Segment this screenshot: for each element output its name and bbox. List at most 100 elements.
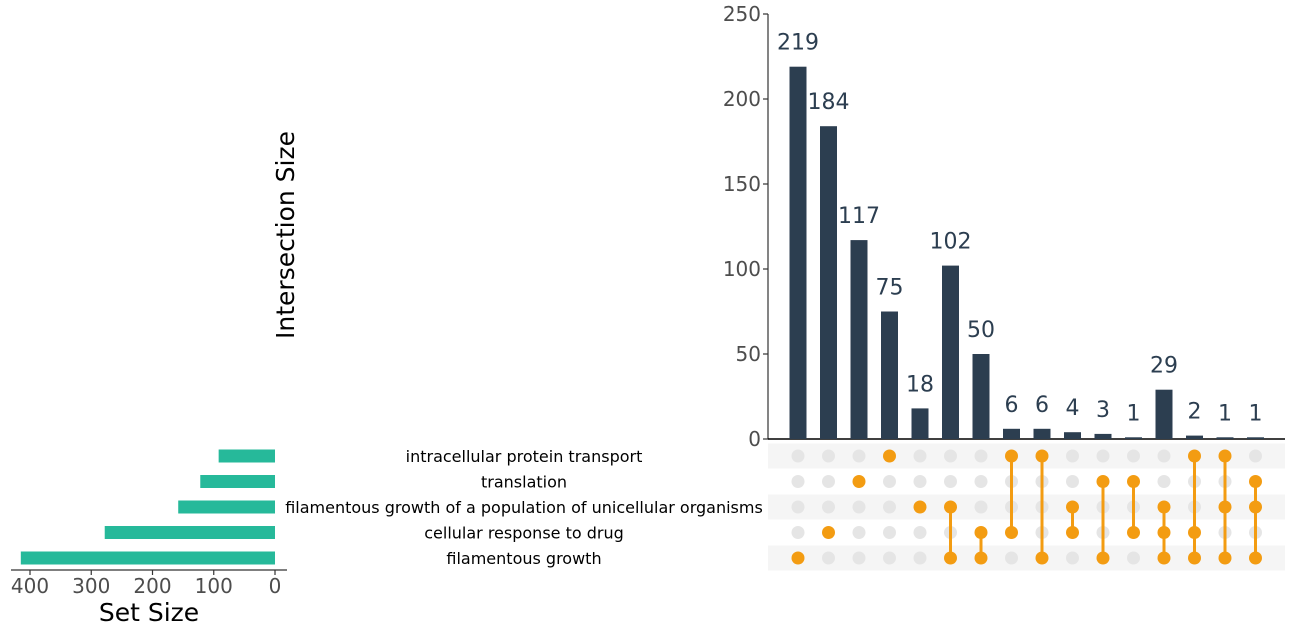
set-size-axis: 400 300 200 100 0 [11,569,287,598]
set-size-bar [200,475,275,488]
matrix-dot-inactive [913,475,927,488]
intersection-bar-label: 102 [930,230,972,255]
matrix-dot-active [852,475,866,488]
intersection-bar-label: 3 [1096,398,1110,423]
intersection-bar-label: 1 [1127,401,1141,426]
intersection-bar [789,66,807,439]
matrix-dot-active [1005,526,1018,539]
y-tick-label: 100 [723,257,761,281]
matrix-stripe [768,443,1285,469]
matrix-dot-active [1157,551,1171,565]
matrix-dot-active [822,526,835,539]
set-size-bars [20,449,275,565]
matrix-dot-inactive [944,475,957,488]
matrix-dot-inactive [791,475,805,488]
matrix-dot-inactive [852,500,866,514]
intersection-bar [1186,435,1203,439]
matrix-dot-inactive [822,475,835,488]
matrix-dot-active [1066,526,1079,539]
matrix-dot-active [1188,551,1201,565]
intersection-bar [942,265,959,439]
matrix-dot-active [1096,475,1110,488]
set-names: intracellular protein transport translati… [285,447,763,568]
intersection-bar-label: 2 [1188,400,1202,425]
matrix-dot-inactive [1066,449,1079,463]
intersection-bar-label: 4 [1066,396,1080,421]
intersection-bar-label: 1 [1218,401,1232,426]
intersection-bar [850,240,868,439]
intersection-bar [1033,428,1051,439]
matrix-dot-active [883,449,896,463]
intersection-bar [1125,437,1142,439]
set-name-label: filamentous growth of a population of un… [285,498,763,517]
set-size-tick-label: 400 [11,574,49,598]
matrix-dot-inactive [1157,475,1171,488]
matrix-dot-inactive [974,475,988,488]
intersection-bar-label: 184 [808,90,850,115]
matrix-dot-inactive [822,500,835,514]
matrix-dot-inactive [1096,449,1110,463]
intersection-bar [1003,428,1020,439]
set-size-bar [218,449,275,463]
set-name-label: filamentous growth [446,549,601,568]
intersection-bar-label: 75 [876,276,904,301]
matrix-stripes [768,443,1285,571]
set-size-tick-label: 200 [133,574,171,598]
matrix-dot-inactive [913,551,927,565]
intersection-bar [1247,437,1264,439]
intersection-bar [1064,432,1081,439]
set-size-tick-label: 300 [72,574,110,598]
y-tick-label: 150 [723,172,761,196]
matrix-dot-active [1249,475,1262,488]
matrix-dot-inactive [852,551,866,565]
intersection-bar-label: 6 [1035,393,1049,418]
set-size-bar [104,526,275,539]
matrix-dot-inactive [1127,449,1140,463]
matrix-dot-active [944,500,957,514]
set-name-label: cellular response to drug [424,524,624,543]
matrix-dot-active [1218,551,1232,565]
set-name-label: intracellular protein transport [406,447,643,466]
matrix-dot-inactive [1005,551,1018,565]
y-axis-title: Intersection Size [271,131,300,339]
set-size-axis-title: Set Size [99,598,199,627]
matrix-dot-inactive [1249,449,1262,463]
matrix-dot-active [913,500,927,514]
matrix-stripe [768,545,1285,571]
matrix-dot-inactive [1066,475,1079,488]
matrix-dot-active [1188,449,1201,463]
matrix-dot-active [1218,500,1232,514]
matrix-dot-inactive [883,500,896,514]
matrix-dot-active [944,551,957,565]
matrix-dot-active [1157,500,1171,514]
matrix-dot-active [1066,500,1079,514]
matrix-dot-active [1096,551,1110,565]
matrix-dot-inactive [791,449,805,463]
matrix-dot-inactive [1157,449,1171,463]
y-tick-label: 200 [723,87,761,111]
intersection-bar [881,311,898,439]
intersection-bar [911,408,929,439]
matrix-dot-active [1127,526,1140,539]
y-tick-label: 250 [723,2,761,26]
set-size-tick-label: 100 [195,574,233,598]
matrix-dot-active [1035,449,1049,463]
intersection-bar [820,126,837,439]
matrix-dot-inactive [822,449,835,463]
set-size-tick-label: 0 [269,574,282,598]
intersection-bar [1094,433,1112,439]
intersection-bar [1155,389,1173,439]
set-size-bar [178,500,275,514]
matrix-dot-inactive [913,449,927,463]
intersection-bar-label: 1 [1249,401,1263,426]
matrix-dot-active [1249,551,1262,565]
matrix-dot-inactive [883,551,896,565]
matrix-dot-active [791,551,805,565]
matrix-dot-active [1005,449,1018,463]
intersection-matrix [791,449,1262,565]
intersection-bars [789,66,1264,439]
matrix-dot-active [1218,449,1232,463]
matrix-dot-inactive [791,526,805,539]
